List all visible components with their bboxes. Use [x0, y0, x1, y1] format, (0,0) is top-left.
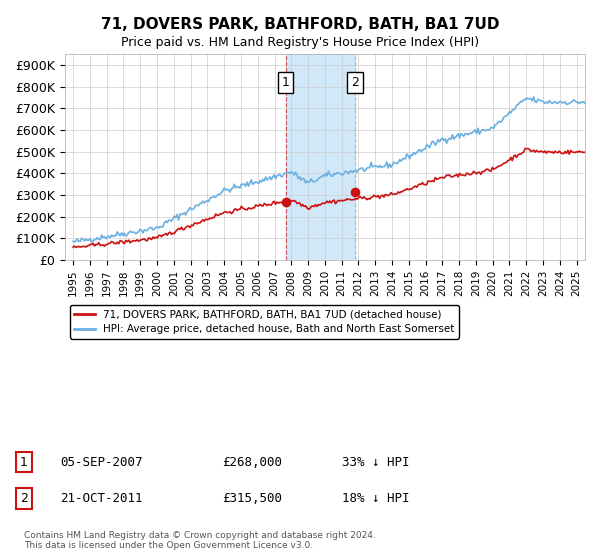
Legend: 71, DOVERS PARK, BATHFORD, BATH, BA1 7UD (detached house), HPI: Average price, d: 71, DOVERS PARK, BATHFORD, BATH, BA1 7UD… [70, 305, 459, 339]
Text: 71, DOVERS PARK, BATHFORD, BATH, BA1 7UD: 71, DOVERS PARK, BATHFORD, BATH, BA1 7UD [101, 17, 499, 32]
Text: 33% ↓ HPI: 33% ↓ HPI [342, 455, 409, 469]
Text: 1: 1 [282, 76, 290, 89]
Text: 18% ↓ HPI: 18% ↓ HPI [342, 492, 409, 505]
Text: 1: 1 [20, 455, 28, 469]
Text: £268,000: £268,000 [222, 455, 282, 469]
Text: £315,500: £315,500 [222, 492, 282, 505]
Text: 05-SEP-2007: 05-SEP-2007 [60, 455, 143, 469]
Bar [286, 54, 355, 260]
Text: 21-OCT-2011: 21-OCT-2011 [60, 492, 143, 505]
Text: 2: 2 [20, 492, 28, 505]
Text: Contains HM Land Registry data © Crown copyright and database right 2024.
This d: Contains HM Land Registry data © Crown c… [24, 530, 376, 550]
Text: Price paid vs. HM Land Registry's House Price Index (HPI): Price paid vs. HM Land Registry's House … [121, 36, 479, 49]
Text: 2: 2 [351, 76, 359, 89]
